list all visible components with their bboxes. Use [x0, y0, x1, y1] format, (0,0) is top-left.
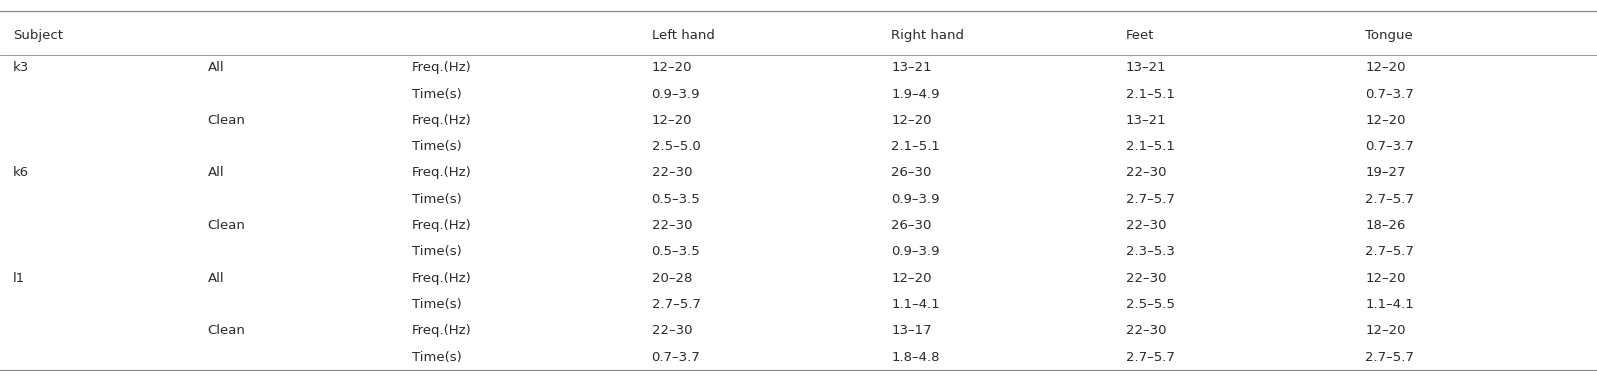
Text: 22–30: 22–30	[1126, 324, 1166, 337]
Text: 12–20: 12–20	[1365, 324, 1405, 337]
Text: 19–27: 19–27	[1365, 167, 1405, 179]
Text: 22–30: 22–30	[652, 167, 692, 179]
Text: All: All	[208, 272, 224, 285]
Text: 0.7–3.7: 0.7–3.7	[1365, 87, 1415, 101]
Text: k6: k6	[13, 167, 29, 179]
Text: 0.7–3.7: 0.7–3.7	[1365, 140, 1415, 153]
Text: 0.9–3.9: 0.9–3.9	[652, 87, 699, 101]
Text: 13–17: 13–17	[891, 324, 931, 337]
Text: 12–20: 12–20	[652, 114, 692, 127]
Text: 22–30: 22–30	[652, 324, 692, 337]
Text: 1.8–4.8: 1.8–4.8	[891, 351, 939, 363]
Text: Time(s): Time(s)	[412, 193, 462, 206]
Text: 0.5–3.5: 0.5–3.5	[652, 245, 701, 258]
Text: 18–26: 18–26	[1365, 219, 1405, 232]
Text: 2.7–5.7: 2.7–5.7	[1126, 193, 1175, 206]
Text: Time(s): Time(s)	[412, 351, 462, 363]
Text: 1.9–4.9: 1.9–4.9	[891, 87, 939, 101]
Text: 20–28: 20–28	[652, 272, 692, 285]
Text: Clean: Clean	[208, 324, 246, 337]
Text: Clean: Clean	[208, 114, 246, 127]
Text: Time(s): Time(s)	[412, 298, 462, 311]
Text: Feet: Feet	[1126, 29, 1155, 42]
Text: 2.5–5.5: 2.5–5.5	[1126, 298, 1175, 311]
Text: k3: k3	[13, 61, 29, 74]
Text: 2.7–5.7: 2.7–5.7	[652, 298, 701, 311]
Text: 12–20: 12–20	[1365, 272, 1405, 285]
Text: 22–30: 22–30	[1126, 272, 1166, 285]
Text: All: All	[208, 61, 224, 74]
Text: Time(s): Time(s)	[412, 87, 462, 101]
Text: 2.5–5.0: 2.5–5.0	[652, 140, 701, 153]
Text: Freq.(Hz): Freq.(Hz)	[412, 61, 471, 74]
Text: 2.7–5.7: 2.7–5.7	[1365, 193, 1415, 206]
Text: Freq.(Hz): Freq.(Hz)	[412, 167, 471, 179]
Text: 0.5–3.5: 0.5–3.5	[652, 193, 701, 206]
Text: 2.1–5.1: 2.1–5.1	[1126, 87, 1175, 101]
Text: 22–30: 22–30	[652, 219, 692, 232]
Text: Tongue: Tongue	[1365, 29, 1413, 42]
Text: Freq.(Hz): Freq.(Hz)	[412, 219, 471, 232]
Text: 1.1–4.1: 1.1–4.1	[891, 298, 941, 311]
Text: 22–30: 22–30	[1126, 167, 1166, 179]
Text: 0.9–3.9: 0.9–3.9	[891, 245, 939, 258]
Text: 1.1–4.1: 1.1–4.1	[1365, 298, 1415, 311]
Text: 12–20: 12–20	[1365, 114, 1405, 127]
Text: 2.7–5.7: 2.7–5.7	[1365, 351, 1415, 363]
Text: Time(s): Time(s)	[412, 245, 462, 258]
Text: Left hand: Left hand	[652, 29, 714, 42]
Text: 13–21: 13–21	[891, 61, 931, 74]
Text: 2.7–5.7: 2.7–5.7	[1365, 245, 1415, 258]
Text: 2.1–5.1: 2.1–5.1	[891, 140, 941, 153]
Text: Freq.(Hz): Freq.(Hz)	[412, 114, 471, 127]
Text: Freq.(Hz): Freq.(Hz)	[412, 324, 471, 337]
Text: 26–30: 26–30	[891, 167, 931, 179]
Text: 13–21: 13–21	[1126, 61, 1166, 74]
Text: 12–20: 12–20	[1365, 61, 1405, 74]
Text: All: All	[208, 167, 224, 179]
Text: 13–21: 13–21	[1126, 114, 1166, 127]
Text: 12–20: 12–20	[891, 114, 931, 127]
Text: 0.9–3.9: 0.9–3.9	[891, 193, 939, 206]
Text: 22–30: 22–30	[1126, 219, 1166, 232]
Text: 0.7–3.7: 0.7–3.7	[652, 351, 701, 363]
Text: 2.3–5.3: 2.3–5.3	[1126, 245, 1175, 258]
Text: 26–30: 26–30	[891, 219, 931, 232]
Text: 2.7–5.7: 2.7–5.7	[1126, 351, 1175, 363]
Text: l1: l1	[13, 272, 26, 285]
Text: Clean: Clean	[208, 219, 246, 232]
Text: 12–20: 12–20	[891, 272, 931, 285]
Text: Right hand: Right hand	[891, 29, 965, 42]
Text: 12–20: 12–20	[652, 61, 692, 74]
Text: Time(s): Time(s)	[412, 140, 462, 153]
Text: Subject: Subject	[13, 29, 62, 42]
Text: Freq.(Hz): Freq.(Hz)	[412, 272, 471, 285]
Text: 2.1–5.1: 2.1–5.1	[1126, 140, 1175, 153]
